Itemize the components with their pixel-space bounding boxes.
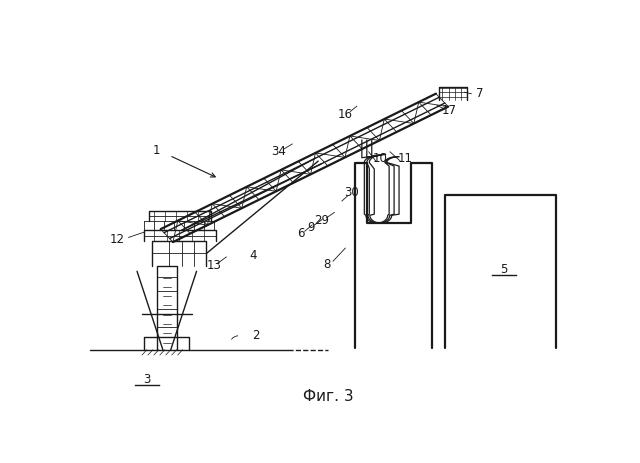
Text: 30: 30 — [344, 186, 359, 199]
Text: 4: 4 — [250, 249, 257, 262]
Text: 6: 6 — [297, 227, 305, 240]
Text: 10: 10 — [372, 152, 387, 165]
Text: 7: 7 — [476, 87, 483, 100]
Text: 2: 2 — [252, 329, 260, 342]
Text: 5: 5 — [500, 263, 508, 276]
Text: 12: 12 — [109, 233, 125, 246]
Text: 1: 1 — [153, 144, 161, 156]
Text: 17: 17 — [442, 104, 457, 117]
Text: 9: 9 — [307, 221, 314, 234]
Text: 3: 3 — [143, 374, 150, 387]
Text: 29: 29 — [314, 214, 330, 227]
Text: 34: 34 — [271, 145, 286, 158]
Text: Фиг. 3: Фиг. 3 — [303, 388, 353, 404]
Text: 16: 16 — [338, 108, 353, 121]
Text: 8: 8 — [323, 257, 331, 270]
Text: 11: 11 — [397, 152, 412, 165]
Text: 13: 13 — [207, 259, 221, 272]
